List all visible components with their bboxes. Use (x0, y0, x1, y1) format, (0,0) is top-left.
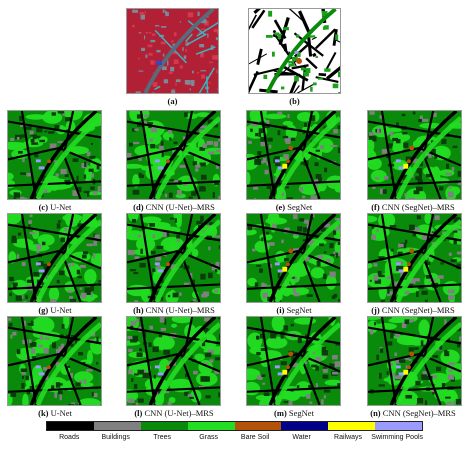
caption-i-letter: (i) (276, 305, 285, 315)
caption-g-text: U-Net (50, 305, 72, 315)
caption-j: (j) CNN (SegNet)–MRS (352, 305, 474, 315)
panel-h-svg (127, 214, 220, 302)
panel-i (246, 213, 341, 303)
panel-g-svg (8, 214, 101, 302)
legend-label-grass: Grass (199, 434, 218, 441)
caption-m: (m) SegNet (240, 408, 348, 418)
caption-h-letter: (h) (133, 305, 144, 315)
legend-label-trees: Trees (153, 434, 171, 441)
caption-l: (l) CNN (U-Net)–MRS (112, 408, 236, 418)
panel-d-svg (127, 111, 220, 199)
caption-e-text: SegNet (287, 202, 313, 212)
caption-k-letter: (k) (38, 408, 49, 418)
caption-f-text: CNN (SegNet)–MRS (381, 202, 455, 212)
legend-swatch-buildings (93, 422, 141, 430)
panel-e-svg (247, 111, 340, 199)
panel-c (7, 110, 102, 200)
caption-e: (e) SegNet (240, 202, 348, 212)
caption-c-letter: (c) (38, 202, 49, 212)
panel-c-svg (8, 111, 101, 199)
legend-swatch-trees (140, 422, 188, 430)
caption-k: (k) U-Net (0, 408, 110, 418)
caption-d-text: CNN (U-Net)–MRS (145, 202, 215, 212)
caption-g: (g) U-Net (0, 305, 110, 315)
cir-image-svg (127, 9, 218, 93)
legend-label-bare-soil: Bare Soil (240, 434, 270, 441)
caption-m-letter: (m) (274, 408, 287, 418)
caption-n-letter: (n) (370, 408, 381, 418)
panel-j (367, 213, 462, 303)
caption-c: (c) U-Net (0, 202, 110, 212)
caption-d: (d) CNN (U-Net)–MRS (112, 202, 236, 212)
legend-swatch-grass (187, 422, 235, 430)
legend-colorbar (46, 421, 423, 431)
caption-m-text: SegNet (288, 408, 314, 418)
caption-l-letter: (l) (134, 408, 143, 418)
panel-e (246, 110, 341, 200)
legend-label-railways: Railways (334, 434, 363, 441)
panel-k (7, 316, 102, 406)
caption-e-letter: (e) (275, 202, 286, 212)
panel-n-svg (368, 317, 461, 405)
caption-i-text: SegNet (286, 305, 312, 315)
caption-l-text: CNN (U-Net)–MRS (144, 408, 214, 418)
legend-label-swimming-pools: Swimming Pools (371, 434, 424, 441)
caption-b: (b) (248, 96, 341, 106)
caption-f-letter: (f) (371, 202, 380, 212)
caption-h: (h) CNN (U-Net)–MRS (112, 305, 236, 315)
caption-b-letter: (b) (289, 96, 300, 106)
caption-j-letter: (j) (371, 305, 380, 315)
legend-label-water: Water (292, 434, 311, 441)
panel-l (126, 316, 221, 406)
ground-truth-svg (249, 9, 340, 93)
panel-h (126, 213, 221, 303)
panel-j-svg (368, 214, 461, 302)
caption-j-text: CNN (SegNet)–MRS (381, 305, 455, 315)
caption-a-letter: (a) (167, 96, 178, 106)
panel-i-svg (247, 214, 340, 302)
panel-f-svg (368, 111, 461, 199)
caption-n-text: CNN (SegNet)–MRS (382, 408, 456, 418)
caption-f: (f) CNN (SegNet)–MRS (352, 202, 474, 212)
panel-a-cir-image (126, 8, 219, 94)
caption-i: (i) SegNet (240, 305, 348, 315)
legend-swatch-water (281, 422, 329, 430)
caption-g-letter: (g) (38, 305, 49, 315)
caption-a: (a) (126, 96, 219, 106)
panel-k-svg (8, 317, 101, 405)
panel-n (367, 316, 462, 406)
caption-d-letter: (d) (133, 202, 144, 212)
panel-m-svg (247, 317, 340, 405)
legend-swatch-bare-soil (234, 422, 282, 430)
panel-m (246, 316, 341, 406)
caption-n: (n) CNN (SegNet)–MRS (352, 408, 474, 418)
legend-label-roads: Roads (59, 434, 80, 441)
panel-l-svg (127, 317, 220, 405)
legend-swatch-roads (47, 422, 94, 430)
panel-d (126, 110, 221, 200)
legend-labels: Roads Buildings Trees Grass Bare Soil Wa… (46, 434, 423, 441)
caption-c-text: U-Net (50, 202, 72, 212)
panel-b-ground-truth (248, 8, 341, 94)
legend-swatch-railways (328, 422, 376, 430)
legend-label-buildings: Buildings (101, 434, 130, 441)
caption-k-text: U-Net (50, 408, 72, 418)
panel-g (7, 213, 102, 303)
legend-swatch-swimming-pools (375, 422, 422, 430)
caption-h-text: CNN (U-Net)–MRS (145, 305, 215, 315)
panel-f (367, 110, 462, 200)
